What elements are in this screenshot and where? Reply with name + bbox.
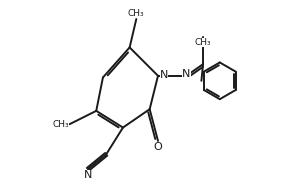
Text: N: N [182, 69, 191, 79]
Text: N: N [84, 170, 92, 180]
Text: O: O [154, 142, 162, 152]
Text: CH₃: CH₃ [52, 120, 69, 129]
Text: CH₃: CH₃ [128, 9, 145, 18]
Text: CH₃: CH₃ [195, 38, 211, 47]
Text: N: N [160, 70, 168, 80]
